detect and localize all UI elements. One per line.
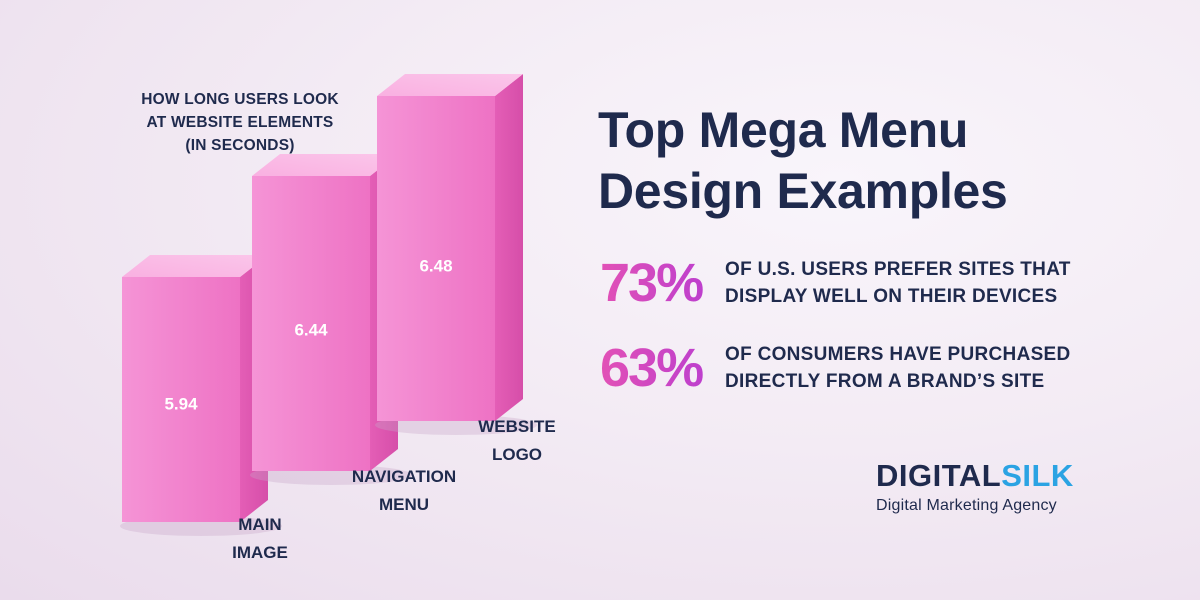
category-label-1-line-1: MAIN [238,515,281,534]
page-title-line-2: Design Examples [598,163,1008,219]
bar-side-3 [495,74,523,421]
page-title-line-1: Top Mega Menu [598,102,969,158]
stat-item-2: 63% OF CONSUMERS HAVE PURCHASED DIRECTLY… [600,339,1071,397]
stat-item-1: 73% OF U.S. USERS PREFER SITES THAT DISP… [600,254,1071,312]
brand-wordmark: DIGITALSILK [876,460,1074,492]
bar-front-1 [122,277,240,522]
stat-text-1-line-1: OF U.S. USERS PREFER SITES THAT [725,259,1071,280]
stat-text-1-line-2: DISPLAY WELL ON THEIR DEVICES [725,286,1058,307]
chart-title-line-3: (IN SECONDS) [185,137,295,154]
stat-value-1: 73% [600,254,725,312]
category-label-2-line-2: MENU [379,495,429,514]
category-label-3-line-1: WEBSITE [478,417,555,436]
stat-text-2-line-1: OF CONSUMERS HAVE PURCHASED [725,344,1071,365]
stat-text-1: OF U.S. USERS PREFER SITES THAT DISPLAY … [725,256,1071,310]
brand-tagline: Digital Marketing Agency [876,497,1057,514]
chart-title: HOW LONG USERS LOOK AT WEBSITE ELEMENTS … [120,88,360,157]
bar-front-2 [252,176,370,471]
bar-value-label-3: 6.48 [419,257,452,276]
category-label-2-line-1: NAVIGATION [352,467,456,486]
stat-text-2: OF CONSUMERS HAVE PURCHASED DIRECTLY FRO… [725,341,1071,395]
category-label-1-line-2: IMAGE [232,543,288,562]
stat-value-2: 63% [600,339,725,397]
page-title: Top Mega Menu Design Examples [598,100,1008,222]
brand-wordmark-part-2: SILK [1001,458,1074,493]
bar-3 [375,74,537,435]
category-label-3-line-2: LOGO [492,445,542,464]
bar-front-3 [377,96,495,421]
bar-value-label-2: 6.44 [294,320,328,339]
chart-title-line-1: HOW LONG USERS LOOK [141,91,339,108]
bar-value-label-1: 5.94 [164,394,198,413]
stat-text-2-line-2: DIRECTLY FROM A BRAND’S SITE [725,371,1045,392]
bar-top-1 [122,255,268,277]
bar-top-3 [377,74,523,96]
brand-logo: DIGITALSILK Digital Marketing Agency [876,460,1074,515]
brand-wordmark-part-1: DIGITAL [876,458,1002,493]
chart-title-line-2: AT WEBSITE ELEMENTS [146,114,334,131]
bar-top-2 [252,154,398,176]
